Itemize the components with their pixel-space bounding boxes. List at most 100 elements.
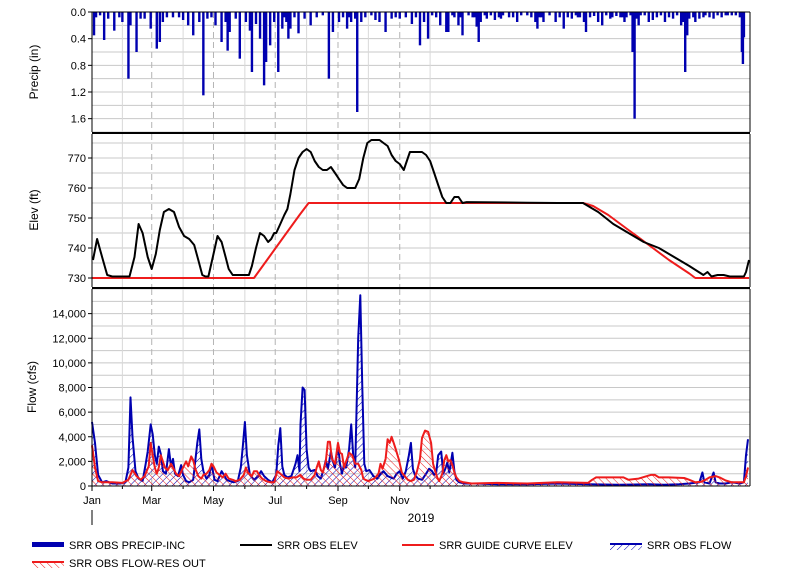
precip-bar [106, 12, 110, 19]
legend-label: SRR OBS PRECIP-INC [69, 540, 185, 552]
precip-bar [609, 12, 612, 19]
precip-bar [287, 12, 290, 39]
precip-bar [158, 12, 162, 42]
ytick-label: 2,000 [58, 456, 86, 468]
precip-bar [447, 12, 450, 32]
precip-bar [457, 12, 460, 26]
precip-bar [337, 12, 341, 22]
precip-bar [210, 12, 213, 18]
precip-bar [534, 12, 537, 22]
precip-bar [659, 12, 663, 16]
precip-bar [410, 12, 414, 24]
flow-series-area [92, 295, 748, 486]
precip-bar [341, 12, 345, 18]
precip-bar [258, 12, 262, 39]
ytick-label: 6,000 [58, 407, 86, 419]
precip-bar [349, 12, 353, 22]
precip-bar [637, 12, 640, 26]
precip-bar [730, 12, 733, 16]
precip-bar [520, 12, 523, 16]
precip-bar [451, 12, 454, 16]
ytick-label: 1.6 [71, 114, 86, 126]
ytick-label: 10,000 [52, 358, 86, 370]
precip-bar [459, 12, 462, 18]
precip-bar [285, 12, 288, 22]
precip-bar [554, 12, 557, 22]
precip-bar [92, 12, 96, 36]
precip-bar [483, 12, 486, 16]
precip-bar [331, 12, 335, 32]
precip-bar [426, 12, 430, 39]
precip-bar [422, 12, 426, 22]
precip-bar [493, 12, 497, 20]
precip-bar [471, 12, 474, 18]
precip-bar [430, 12, 434, 16]
legend: SRR OBS PRECIP-INC SRR OBS ELEV SRR GUIDE … [32, 540, 732, 570]
precip-bar [309, 12, 312, 26]
precip-bar [540, 12, 543, 18]
precip-bar [155, 12, 158, 49]
precip-bar [321, 12, 325, 16]
precip-bar [633, 12, 636, 119]
precip-bar [171, 12, 175, 18]
precip-bar [277, 12, 280, 72]
precip-bar [570, 12, 574, 19]
precip-bar [639, 12, 642, 16]
precip-bar [704, 12, 707, 16]
precip-bar [315, 12, 318, 18]
precip-bar [143, 12, 146, 19]
precip-bar [394, 12, 397, 18]
precip-bar [651, 12, 655, 20]
precip-bar [536, 12, 539, 29]
precip-bar [671, 12, 675, 19]
elev-series-line [92, 139, 750, 278]
precip-bar [273, 12, 276, 22]
precip-bar [477, 12, 480, 42]
xtick-label: Sep [328, 495, 348, 507]
precip-ylabel: Precip (in) [27, 45, 41, 100]
precip-bar [501, 12, 505, 16]
precip-bar [220, 12, 223, 42]
precip-bar [499, 12, 503, 19]
precip-bar [679, 12, 683, 26]
precip-bar [526, 12, 529, 16]
precip-bars [92, 12, 746, 119]
precip-bar [378, 12, 381, 22]
precip-bar [562, 12, 565, 29]
precip-bar [224, 12, 227, 22]
flow-areas [91, 294, 749, 486]
elev-grid [92, 134, 750, 287]
precip-bar [98, 12, 102, 16]
precip-bar [127, 12, 130, 79]
elev-ylabel: Elev (ft) [27, 189, 41, 230]
elev-lines [92, 139, 750, 279]
precip-bar [467, 12, 470, 16]
precip-bar [414, 12, 418, 18]
precip-bar [264, 12, 268, 62]
precip-bar [226, 12, 229, 51]
precip-bar [161, 12, 165, 22]
precip-bar [596, 12, 600, 22]
ytick-label: 760 [68, 183, 86, 195]
precip-bar [354, 12, 357, 19]
precip-bar [139, 12, 142, 19]
legend-swatch-fill [610, 544, 642, 550]
precip-bar [283, 12, 286, 18]
precip-bar [688, 12, 691, 19]
precip-bar [635, 12, 638, 19]
xtick-label: May [203, 495, 224, 507]
precip-bar [497, 12, 501, 18]
ytick-label: 740 [68, 243, 86, 255]
precip-bar [574, 12, 578, 16]
precip-bar [165, 12, 169, 18]
precip-bar [625, 12, 628, 18]
elev-panel: 730 740 750 760 770 Elev (ft) [27, 134, 750, 287]
precip-bar [384, 12, 387, 32]
ytick-label: 730 [68, 273, 86, 285]
legend-label: SRR OBS FLOW-RES OUT [69, 558, 206, 570]
precip-bar [588, 12, 592, 18]
panel-frames [91, 11, 751, 487]
ytick-label: 8,000 [58, 383, 86, 395]
legend-label: SRR OBS ELEV [277, 540, 358, 552]
precip-bar [667, 12, 671, 18]
